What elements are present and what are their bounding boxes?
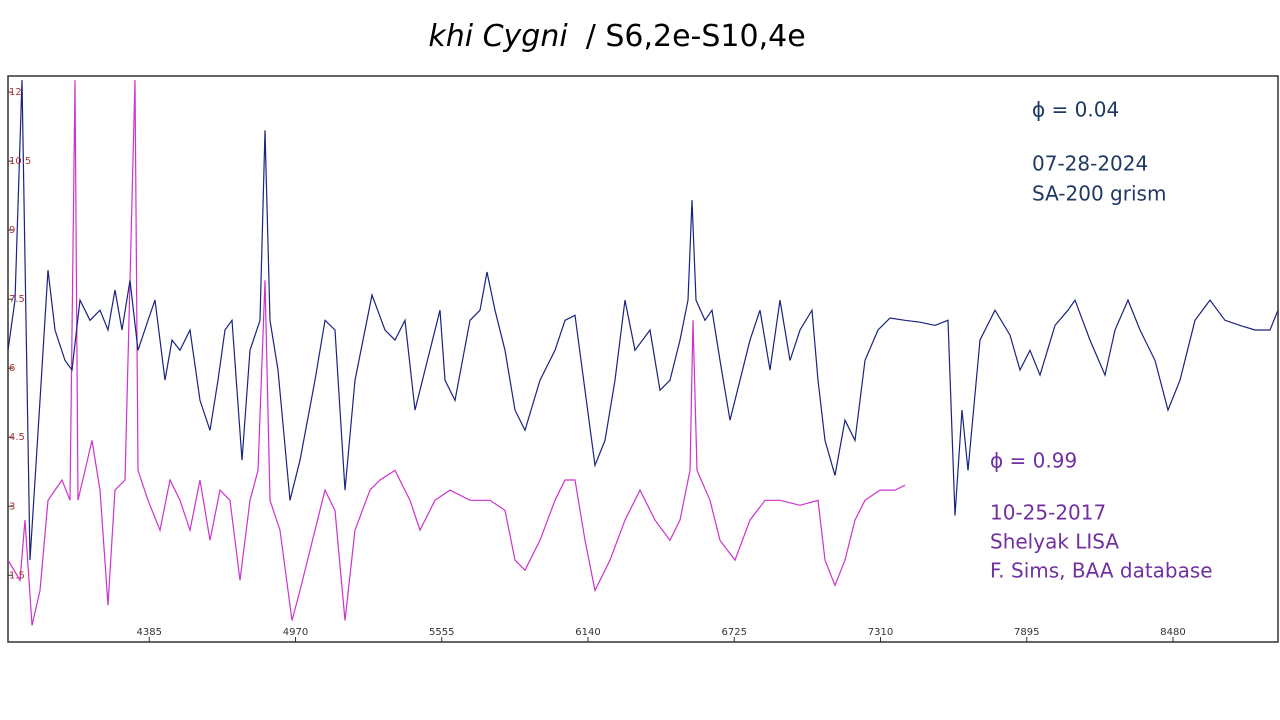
x-tick-label: 7310 xyxy=(868,627,893,638)
x-tick-label: 8480 xyxy=(1160,627,1185,638)
y-tick-label: 6 xyxy=(9,363,15,374)
chart-title-suffix: / S6,2e-S10,4e xyxy=(586,19,806,54)
y-tick-label: 9 xyxy=(9,225,15,236)
chart-title-group: khi Cygni / S6,2e-S10,4e xyxy=(428,19,805,54)
chart-title: khi Cygni xyxy=(428,19,568,54)
y-tick-label: 3 xyxy=(9,501,15,512)
annotation: ϕ = 0.99 xyxy=(990,449,1077,473)
x-tick-label: 4385 xyxy=(137,627,162,638)
y-tick-label: 7.5 xyxy=(9,294,25,305)
y-tick-label: 4.5 xyxy=(9,432,25,443)
x-tick-label: 6725 xyxy=(722,627,747,638)
x-tick-label: 6140 xyxy=(575,627,600,638)
spectrum-line xyxy=(8,80,906,626)
x-tick-label: 7895 xyxy=(1014,627,1039,638)
x-tick-label: 5555 xyxy=(429,627,454,638)
legend-label: 07-28-2024 xyxy=(1032,152,1148,176)
annotation: F. Sims, BAA database xyxy=(990,559,1213,583)
y-tick-label: 10.5 xyxy=(9,156,31,167)
annotation: ϕ = 0.04 xyxy=(1032,98,1119,122)
x-tick-label: 4970 xyxy=(283,627,308,638)
annotation: Shelyak LISA xyxy=(990,530,1119,554)
y-tick-label: 12 xyxy=(9,87,22,98)
spectrum-line xyxy=(8,80,1278,561)
plot xyxy=(8,80,1278,626)
plot-area xyxy=(7,75,1279,643)
legend-label: 10-25-2017 xyxy=(990,501,1106,525)
annotation: SA-200 grism xyxy=(1032,182,1166,206)
y-tick-label: 1.5 xyxy=(9,570,25,581)
